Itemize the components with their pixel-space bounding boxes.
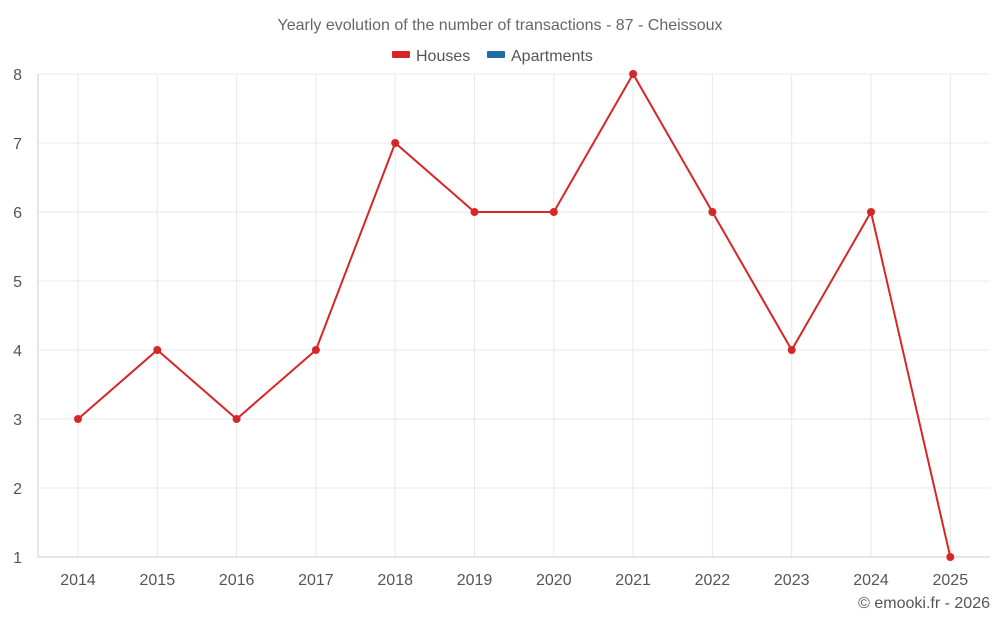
data-point-houses[interactable] bbox=[232, 415, 241, 423]
series-line-houses bbox=[77, 71, 952, 558]
legend-item-apartments[interactable]: Apartments bbox=[487, 48, 593, 65]
y-tick-label: 8 bbox=[13, 67, 22, 84]
grid bbox=[38, 73, 990, 557]
data-point-houses[interactable] bbox=[153, 346, 162, 354]
y-tick-label: 1 bbox=[13, 550, 22, 567]
series-layer bbox=[74, 70, 955, 561]
y-tick-label: 7 bbox=[13, 136, 22, 153]
data-point-houses[interactable] bbox=[74, 415, 82, 423]
data-point-houses[interactable] bbox=[708, 208, 717, 216]
legend-label-houses: Houses bbox=[416, 48, 470, 65]
data-point-houses[interactable] bbox=[946, 553, 955, 561]
y-tick-label: 4 bbox=[13, 343, 22, 360]
x-tick-label: 2014 bbox=[60, 572, 96, 589]
y-tick-label: 6 bbox=[13, 205, 22, 222]
credit-text: © emooki.fr - 2026 bbox=[858, 595, 990, 612]
x-axis: 2014 2015 2016 2017 2018 2019 2020 2021 2022 2023… bbox=[38, 556, 990, 589]
y-axis: 1 2 3 4 5 6 7 8 bbox=[13, 67, 39, 567]
legend-swatch-houses bbox=[392, 51, 410, 58]
data-point-houses[interactable] bbox=[391, 139, 400, 147]
data-point-houses[interactable] bbox=[629, 70, 638, 78]
x-tick-label: 2025 bbox=[933, 572, 969, 589]
y-tick-label: 5 bbox=[13, 274, 22, 291]
legend-label-apartments: Apartments bbox=[511, 48, 593, 65]
data-point-houses[interactable] bbox=[787, 346, 796, 354]
chart-title: Yearly evolution of the number of transa… bbox=[278, 17, 723, 34]
x-tick-label: 2024 bbox=[853, 572, 889, 589]
x-tick-label: 2020 bbox=[536, 572, 572, 589]
x-tick-label: 2023 bbox=[774, 572, 810, 589]
legend-item-houses[interactable]: Houses bbox=[392, 48, 470, 65]
legend-swatch-apartments bbox=[487, 51, 505, 58]
data-point-houses[interactable] bbox=[549, 208, 558, 216]
x-tick-label: 2018 bbox=[377, 572, 413, 589]
x-tick-label: 2019 bbox=[457, 572, 493, 589]
x-tick-label: 2017 bbox=[298, 572, 334, 589]
x-tick-label: 2015 bbox=[140, 572, 176, 589]
x-tick-label: 2016 bbox=[219, 572, 255, 589]
x-tick-label: 2022 bbox=[695, 572, 731, 589]
y-tick-label: 3 bbox=[13, 412, 22, 429]
data-point-houses[interactable] bbox=[470, 208, 479, 216]
y-tick-label: 2 bbox=[13, 481, 22, 498]
x-tick-label: 2021 bbox=[615, 572, 651, 589]
data-point-houses[interactable] bbox=[311, 346, 320, 354]
data-point-houses[interactable] bbox=[867, 208, 875, 216]
legend: Houses Apartments bbox=[392, 48, 593, 65]
